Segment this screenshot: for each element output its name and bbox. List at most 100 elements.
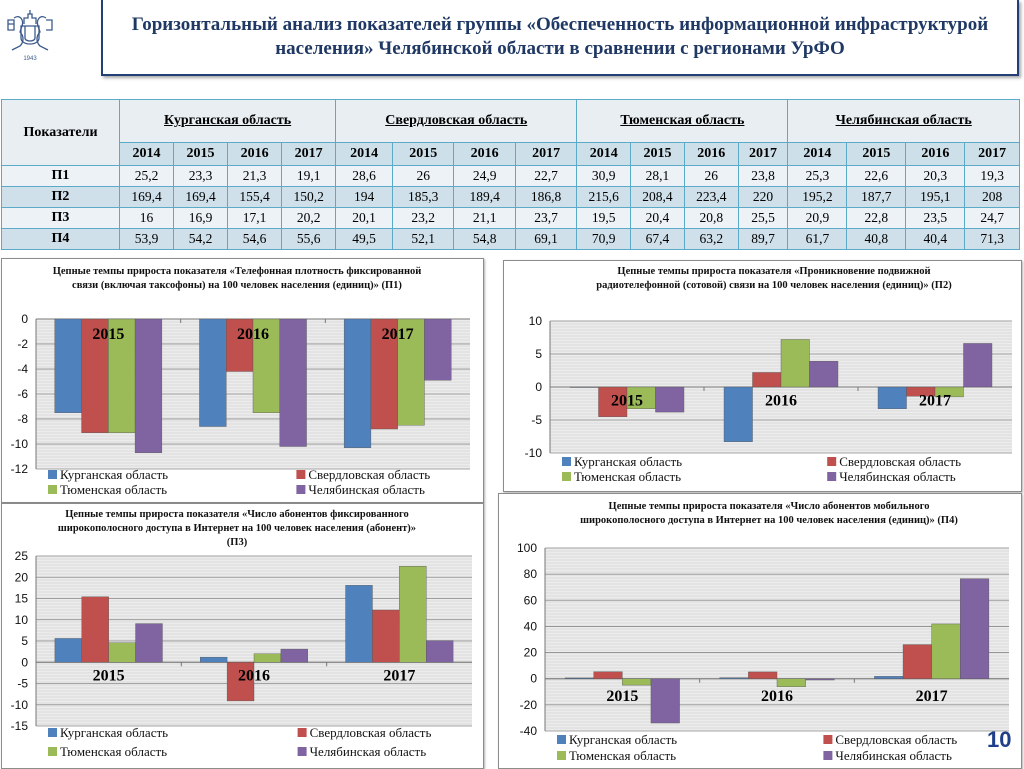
- bar-2016-s0: [719, 677, 749, 679]
- legend-swatch: [297, 728, 307, 737]
- y-tick-label: -10: [525, 446, 543, 460]
- legend-label: Челябинская область: [310, 744, 427, 759]
- y-tick-label: 25: [15, 549, 29, 563]
- legend-swatch: [296, 485, 306, 494]
- chart-p4: Цепные темпы прироста показателя «Число …: [498, 493, 1022, 769]
- bar-2016-s2: [252, 318, 280, 413]
- year-header: 2014: [576, 142, 632, 166]
- y-tick-label: 10: [15, 613, 29, 627]
- bar-2016-s1: [226, 318, 254, 372]
- table-cell: 21,1: [453, 207, 516, 229]
- bar-2017-s0: [877, 386, 907, 409]
- year-header: 2014: [335, 142, 393, 166]
- y-tick-label: 5: [535, 347, 542, 361]
- table-cell: 26: [391, 165, 455, 187]
- table-cell: 54,8: [453, 228, 516, 250]
- table-cell: 16,9: [173, 207, 229, 229]
- table-cell: 22,7: [514, 165, 578, 187]
- table-cell: 195,1: [905, 186, 966, 208]
- y-tick-label: -4: [17, 362, 28, 376]
- year-header: 2015: [630, 142, 685, 166]
- bar-2015-s1: [593, 671, 623, 679]
- year-header: 2017: [281, 142, 337, 166]
- table-cell: 25,3: [787, 165, 848, 187]
- table-cell: 220: [737, 186, 789, 208]
- bar-2016-s2: [776, 678, 806, 688]
- legend-swatch: [557, 735, 566, 744]
- y-tick-label: 20: [524, 646, 538, 660]
- legend-label: Свердловская область: [310, 725, 432, 740]
- table-cell: 54,2: [173, 228, 229, 250]
- legend-label: Тюменская область: [569, 748, 676, 763]
- year-header: 2016: [683, 142, 739, 166]
- table-cell: 69,1: [514, 228, 578, 250]
- y-tick-label: 40: [524, 619, 538, 633]
- year-header: 2016: [905, 142, 966, 166]
- bar-2015-s1: [598, 386, 628, 417]
- category-label: 2017: [382, 326, 414, 343]
- legend-label: Свердловская область: [835, 732, 957, 747]
- table-cell: 24,9: [453, 165, 516, 187]
- table-cell: 70,9: [576, 228, 632, 250]
- table-cell: 20,8: [683, 207, 739, 229]
- bar-2015-s3: [655, 386, 685, 413]
- bar-2015-s3: [135, 623, 163, 663]
- indicators-table: Показатели Курганская область Свердловск…: [1, 99, 1020, 250]
- bar-2017-s2: [397, 318, 425, 426]
- legend-swatch: [48, 747, 57, 756]
- bar-2017-s3: [426, 640, 454, 663]
- page-number: 10: [987, 727, 1012, 752]
- legend-swatch: [297, 747, 307, 756]
- region-header: Курганская область: [118, 99, 337, 143]
- y-tick-label: 20: [15, 570, 29, 584]
- table-cell: 23,8: [737, 165, 789, 187]
- bar-2017-s3: [960, 578, 990, 679]
- table-row: П4 53,9 54,2 54,6 55,6 49,5 52,1 54,8 69,1 70,9 67…: [1, 228, 1020, 250]
- table-cell: 22,6: [846, 165, 907, 187]
- y-tick-label: -15: [11, 719, 29, 733]
- chart-p1: Цепные темпы прироста показателя «Телефо…: [1, 258, 484, 503]
- bar-2016-s3: [279, 318, 307, 447]
- y-tick-label: -2: [17, 337, 28, 351]
- bar-2017-s2: [399, 566, 427, 663]
- legend-swatch: [823, 735, 833, 744]
- bar-2015-s0: [569, 386, 599, 388]
- year-header: 2016: [227, 142, 283, 166]
- y-tick-label: 100: [517, 541, 537, 555]
- bar-2015-s1: [81, 596, 109, 663]
- category-label: 2015: [606, 688, 638, 705]
- table-cell: 53,9: [118, 228, 175, 250]
- table-cell: 28,6: [335, 165, 393, 187]
- bar-2016-s1: [226, 662, 255, 702]
- table-cell: 215,6: [576, 186, 632, 208]
- year-header: 2015: [391, 142, 455, 166]
- table-cell: 19,5: [576, 207, 632, 229]
- legend-swatch: [823, 751, 833, 760]
- table-cell: 25,5: [737, 207, 789, 229]
- chart-title: Цепные темпы прироста показателя «Число …: [57, 509, 417, 548]
- category-label: 2016: [237, 326, 269, 343]
- bar-2016-s2: [253, 653, 282, 663]
- bar-2016-s0: [199, 318, 227, 427]
- bar-2016-s3: [805, 678, 835, 681]
- legend-swatch: [557, 751, 566, 760]
- year-header: 2017: [737, 142, 789, 166]
- y-tick-label: 0: [21, 312, 28, 326]
- year-header: 2017: [514, 142, 578, 166]
- bar-2017-s0: [343, 318, 372, 448]
- indicator-label: П2: [1, 186, 120, 208]
- table-cell: 155,4: [227, 186, 283, 208]
- legend-swatch: [48, 485, 57, 494]
- bar-2015-s0: [54, 318, 82, 413]
- y-tick-label: 0: [535, 380, 542, 394]
- table-cell: 20,4: [630, 207, 685, 229]
- table-row: П2 169,4 169,4 155,4 150,2 194 185,3 189,4 186,8…: [1, 186, 1020, 208]
- category-label: 2017: [919, 392, 951, 409]
- bar-2017-s2: [931, 623, 961, 679]
- university-logo: 1943: [7, 10, 53, 62]
- y-tick-label: -6: [17, 387, 28, 401]
- table-cell: 23,2: [391, 207, 455, 229]
- chart-p2: Цепные темпы прироста показателя «Проник…: [503, 260, 1022, 492]
- legend-swatch: [562, 472, 571, 481]
- table-cell: 21,3: [227, 165, 283, 187]
